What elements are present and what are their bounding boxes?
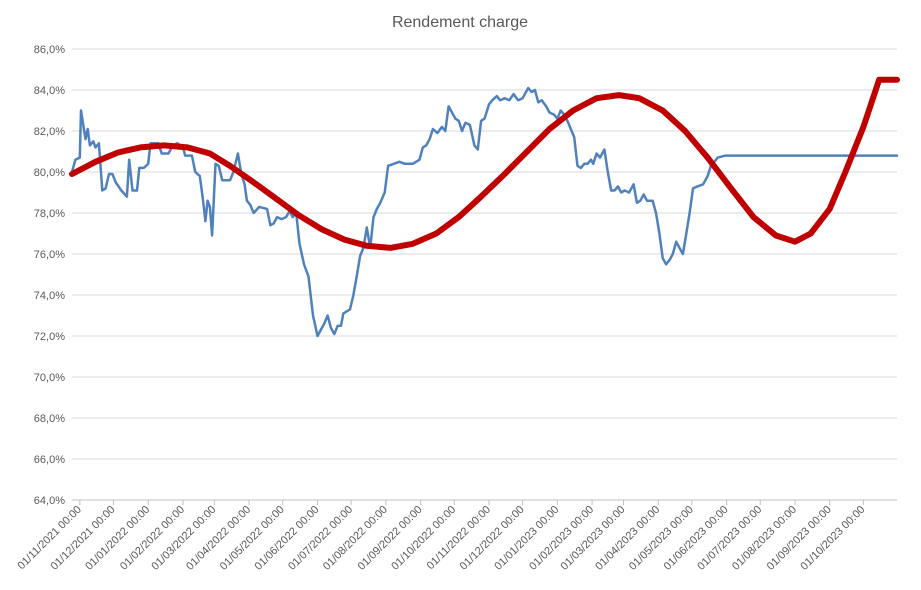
y-tick-label: 74,0% (34, 290, 65, 302)
grid-lines (72, 48, 897, 460)
y-tick-label: 78,0% (34, 208, 65, 220)
y-axis-tick-labels: 64,0% 66,0% 68,0% 70,0% 72,0% 74,0% 76,0% 78,0%… (34, 44, 65, 507)
series-lines (69, 76, 900, 338)
series-line-trend (69, 76, 900, 251)
y-tick-label: 82,0% (34, 126, 65, 138)
y-tick-label: 76,0% (34, 249, 65, 261)
y-tick-label: 84,0% (34, 85, 65, 97)
y-tick-label: 64,0% (34, 495, 65, 507)
y-tick-label: 86,0% (34, 44, 65, 56)
y-tick-label: 68,0% (34, 413, 65, 425)
chart-title: Rendement charge (392, 14, 528, 31)
y-tick-label: 72,0% (34, 331, 65, 343)
y-tick-label: 66,0% (34, 454, 65, 466)
y-tick-label: 70,0% (34, 372, 65, 384)
y-tick-label: 80,0% (34, 167, 65, 179)
